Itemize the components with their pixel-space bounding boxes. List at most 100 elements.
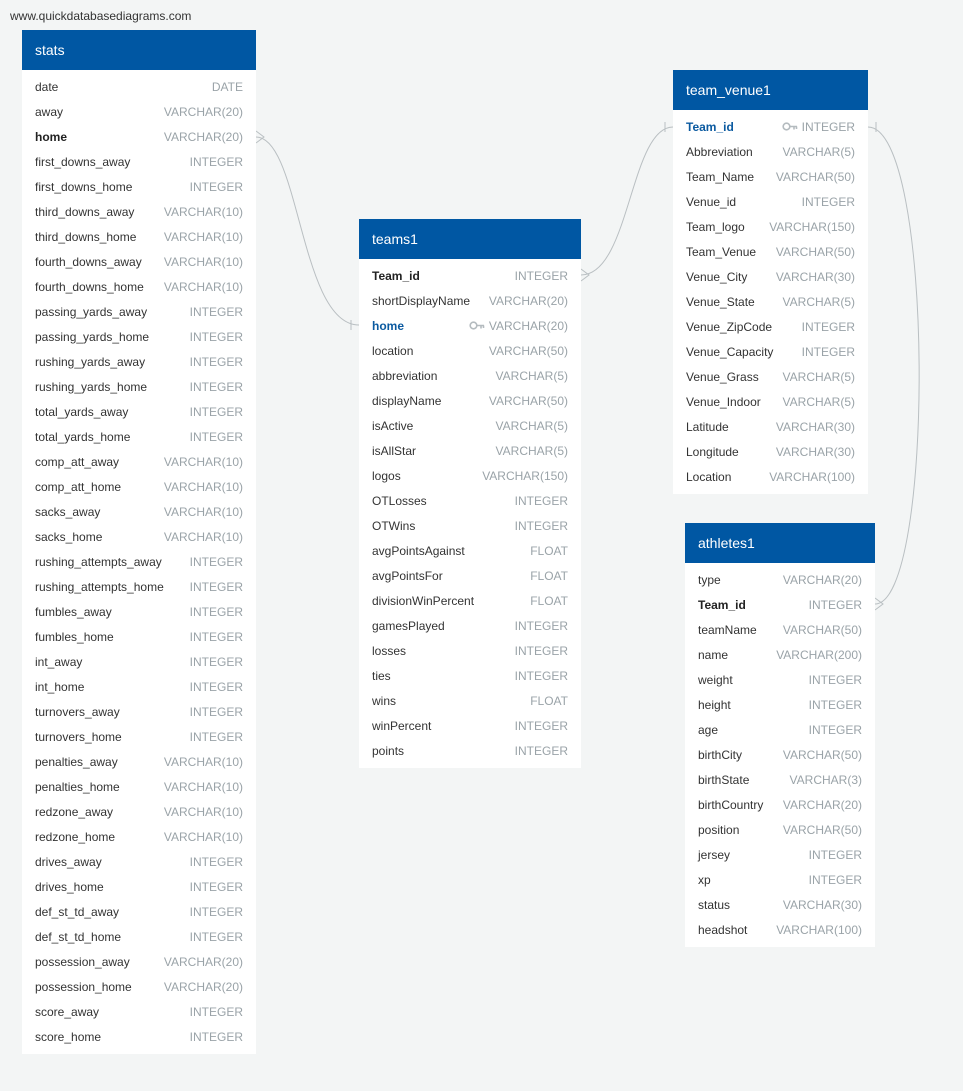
field-row[interactable]: comp_att_away VARCHAR(10): [22, 449, 256, 474]
field-row[interactable]: fourth_downs_home VARCHAR(10): [22, 274, 256, 299]
field-row[interactable]: comp_att_home VARCHAR(10): [22, 474, 256, 499]
field-row[interactable]: winPercent INTEGER: [359, 713, 581, 738]
table-header[interactable]: athletes1: [685, 523, 875, 563]
field-row[interactable]: Venue_Capacity INTEGER: [673, 339, 868, 364]
field-row[interactable]: rushing_yards_home INTEGER: [22, 374, 256, 399]
field-row[interactable]: jersey INTEGER: [685, 842, 875, 867]
field-row[interactable]: shortDisplayName VARCHAR(20): [359, 288, 581, 313]
field-row[interactable]: passing_yards_home INTEGER: [22, 324, 256, 349]
field-type-label: INTEGER: [189, 879, 243, 894]
field-row[interactable]: isActive VARCHAR(5): [359, 413, 581, 438]
field-row[interactable]: total_yards_home INTEGER: [22, 424, 256, 449]
field-row[interactable]: fumbles_home INTEGER: [22, 624, 256, 649]
field-row[interactable]: Team_id INTEGER: [685, 592, 875, 617]
table-header[interactable]: stats: [22, 30, 256, 70]
field-row[interactable]: sacks_home VARCHAR(10): [22, 524, 256, 549]
field-row[interactable]: Team_Venue VARCHAR(50): [673, 239, 868, 264]
field-row[interactable]: Latitude VARCHAR(30): [673, 414, 868, 439]
field-row[interactable]: third_downs_home VARCHAR(10): [22, 224, 256, 249]
field-row[interactable]: Location VARCHAR(100): [673, 464, 868, 489]
table-team-venue1[interactable]: team_venue1 Team_id INTEGER Abbreviation VA…: [673, 70, 868, 494]
field-row[interactable]: wins FLOAT: [359, 688, 581, 713]
field-row[interactable]: weight INTEGER: [685, 667, 875, 692]
field-row[interactable]: away VARCHAR(20): [22, 99, 256, 124]
field-row[interactable]: Venue_State VARCHAR(5): [673, 289, 868, 314]
field-row[interactable]: date DATE: [22, 74, 256, 99]
field-row[interactable]: headshot VARCHAR(100): [685, 917, 875, 942]
field-row[interactable]: teamName VARCHAR(50): [685, 617, 875, 642]
table-header[interactable]: team_venue1: [673, 70, 868, 110]
field-row[interactable]: rushing_yards_away INTEGER: [22, 349, 256, 374]
field-row[interactable]: name VARCHAR(200): [685, 642, 875, 667]
field-row[interactable]: divisionWinPercent FLOAT: [359, 588, 581, 613]
field-row[interactable]: status VARCHAR(30): [685, 892, 875, 917]
table-header[interactable]: teams1: [359, 219, 581, 259]
field-row[interactable]: birthState VARCHAR(3): [685, 767, 875, 792]
field-row[interactable]: height INTEGER: [685, 692, 875, 717]
field-row[interactable]: abbreviation VARCHAR(5): [359, 363, 581, 388]
field-row[interactable]: losses INTEGER: [359, 638, 581, 663]
field-row[interactable]: turnovers_away INTEGER: [22, 699, 256, 724]
field-row[interactable]: Team_id INTEGER: [359, 263, 581, 288]
field-row[interactable]: Team_Name VARCHAR(50): [673, 164, 868, 189]
field-row[interactable]: penalties_away VARCHAR(10): [22, 749, 256, 774]
field-row[interactable]: home VARCHAR(20): [359, 313, 581, 338]
field-row[interactable]: OTWins INTEGER: [359, 513, 581, 538]
field-row[interactable]: score_home INTEGER: [22, 1024, 256, 1049]
field-row[interactable]: avgPointsAgainst FLOAT: [359, 538, 581, 563]
field-row[interactable]: Abbreviation VARCHAR(5): [673, 139, 868, 164]
field-row[interactable]: avgPointsFor FLOAT: [359, 563, 581, 588]
field-row[interactable]: penalties_home VARCHAR(10): [22, 774, 256, 799]
field-row[interactable]: drives_away INTEGER: [22, 849, 256, 874]
field-row[interactable]: Venue_ZipCode INTEGER: [673, 314, 868, 339]
field-row[interactable]: Venue_id INTEGER: [673, 189, 868, 214]
field-row[interactable]: int_home INTEGER: [22, 674, 256, 699]
field-row[interactable]: birthCountry VARCHAR(20): [685, 792, 875, 817]
field-row[interactable]: Venue_City VARCHAR(30): [673, 264, 868, 289]
field-row[interactable]: logos VARCHAR(150): [359, 463, 581, 488]
field-row[interactable]: isAllStar VARCHAR(5): [359, 438, 581, 463]
field-row[interactable]: rushing_attempts_away INTEGER: [22, 549, 256, 574]
field-row[interactable]: third_downs_away VARCHAR(10): [22, 199, 256, 224]
field-row[interactable]: points INTEGER: [359, 738, 581, 763]
field-row[interactable]: int_away INTEGER: [22, 649, 256, 674]
field-row[interactable]: def_st_td_away INTEGER: [22, 899, 256, 924]
field-row[interactable]: home VARCHAR(20): [22, 124, 256, 149]
field-row[interactable]: Team_id INTEGER: [673, 114, 868, 139]
field-row[interactable]: birthCity VARCHAR(50): [685, 742, 875, 767]
field-row[interactable]: Venue_Grass VARCHAR(5): [673, 364, 868, 389]
field-row[interactable]: redzone_away VARCHAR(10): [22, 799, 256, 824]
field-row[interactable]: score_away INTEGER: [22, 999, 256, 1024]
field-row[interactable]: fourth_downs_away VARCHAR(10): [22, 249, 256, 274]
field-row[interactable]: location VARCHAR(50): [359, 338, 581, 363]
field-row[interactable]: displayName VARCHAR(50): [359, 388, 581, 413]
field-row[interactable]: first_downs_away INTEGER: [22, 149, 256, 174]
field-row[interactable]: rushing_attempts_home INTEGER: [22, 574, 256, 599]
table-teams1[interactable]: teams1 Team_id INTEGER shortDisplayName VAR…: [359, 219, 581, 768]
field-row[interactable]: turnovers_home INTEGER: [22, 724, 256, 749]
field-row[interactable]: drives_home INTEGER: [22, 874, 256, 899]
site-label[interactable]: www.quickdatabasediagrams.com: [10, 9, 192, 23]
field-row[interactable]: redzone_home VARCHAR(10): [22, 824, 256, 849]
field-row[interactable]: Team_logo VARCHAR(150): [673, 214, 868, 239]
field-row[interactable]: ties INTEGER: [359, 663, 581, 688]
field-row[interactable]: age INTEGER: [685, 717, 875, 742]
field-name: first_downs_home: [35, 179, 133, 194]
field-row[interactable]: possession_home VARCHAR(20): [22, 974, 256, 999]
field-row[interactable]: sacks_away VARCHAR(10): [22, 499, 256, 524]
table-athletes1[interactable]: athletes1 type VARCHAR(20) Team_id INTEGER t…: [685, 523, 875, 947]
field-row[interactable]: type VARCHAR(20): [685, 567, 875, 592]
field-row[interactable]: fumbles_away INTEGER: [22, 599, 256, 624]
field-row[interactable]: def_st_td_home INTEGER: [22, 924, 256, 949]
field-row[interactable]: Venue_Indoor VARCHAR(5): [673, 389, 868, 414]
field-row[interactable]: OTLosses INTEGER: [359, 488, 581, 513]
field-row[interactable]: total_yards_away INTEGER: [22, 399, 256, 424]
field-row[interactable]: position VARCHAR(50): [685, 817, 875, 842]
field-row[interactable]: possession_away VARCHAR(20): [22, 949, 256, 974]
table-stats[interactable]: stats date DATE away VARCHAR(20) home VARCHAR…: [22, 30, 256, 1054]
field-row[interactable]: xp INTEGER: [685, 867, 875, 892]
field-row[interactable]: passing_yards_away INTEGER: [22, 299, 256, 324]
field-row[interactable]: gamesPlayed INTEGER: [359, 613, 581, 638]
field-row[interactable]: Longitude VARCHAR(30): [673, 439, 868, 464]
field-row[interactable]: first_downs_home INTEGER: [22, 174, 256, 199]
